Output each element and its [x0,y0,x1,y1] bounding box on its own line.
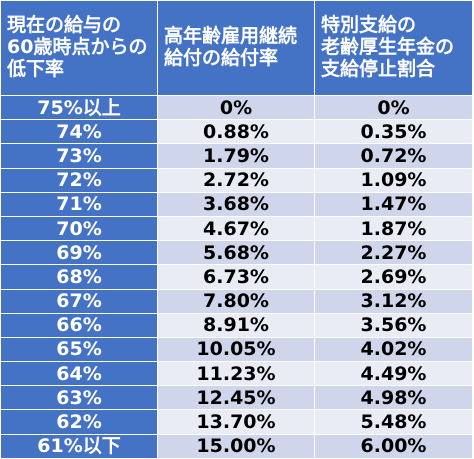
table-row: 67% 7.80% 3.12% [0,288,473,314]
header-line: 60歳時点からの [7,36,148,59]
header-line: 特別支給の [321,14,417,37]
cell-suspension-ratio: 0% [314,94,473,121]
cell-benefit-rate: 6.73% [157,264,315,290]
table-row: 75%以上 0% 0% [0,94,473,121]
cell-suspension-ratio: 6.00% [314,433,473,459]
cell-benefit-rate: 12.45% [157,385,315,411]
header-line: 老齢厚生年金の [321,36,455,59]
cell-suspension-ratio: 1.87% [314,215,473,242]
table-row: 66% 8.91% 3.56% [0,312,473,338]
header-pension-suspension-ratio: 特別支給の 老齢厚生年金の 支給停止割合 [314,0,473,96]
cell-suspension-ratio: 4.02% [314,336,473,363]
cell-benefit-rate: 1.79% [157,143,315,169]
cell-suspension-ratio: 2.69% [314,264,473,290]
header-line: 支給停止割合 [321,57,436,80]
cell-decline-rate: 70% [0,215,158,242]
header-salary-decline-rate: 現在の給与の 60歳時点からの 低下率 [0,0,158,96]
cell-decline-rate: 75%以上 [0,94,158,121]
cell-suspension-ratio: 2.27% [314,240,473,266]
cell-benefit-rate: 4.67% [157,215,315,242]
cell-suspension-ratio: 1.47% [314,191,473,217]
table-row: 69% 5.68% 2.27% [0,240,473,266]
table-body: 75%以上 0% 0% 74% 0.88% 0.35% 73% 1.79% 0.72% 72% 2.… [0,94,473,459]
cell-decline-rate: 67% [0,288,158,314]
cell-suspension-ratio: 1.09% [314,167,473,193]
cell-suspension-ratio: 0.72% [314,143,473,169]
header-line: 低下率 [7,57,65,80]
cell-benefit-rate: 7.80% [157,288,315,314]
cell-decline-rate: 71% [0,191,158,217]
cell-benefit-rate: 8.91% [157,312,315,338]
table-row: 65% 10.05% 4.02% [0,336,473,363]
cell-decline-rate: 61%以下 [0,433,158,459]
table-row: 61%以下 15.00% 6.00% [0,433,473,459]
cell-benefit-rate: 3.68% [157,191,315,217]
cell-benefit-rate: 5.68% [157,240,315,266]
table-row: 71% 3.68% 1.47% [0,191,473,217]
cell-decline-rate: 73% [0,143,158,169]
table-row: 72% 2.72% 1.09% [0,167,473,193]
header-line: 現在の給与の [7,14,122,37]
cell-suspension-ratio: 4.98% [314,385,473,411]
cell-benefit-rate: 10.05% [157,336,315,363]
cell-decline-rate: 74% [0,119,158,145]
table-row: 74% 0.88% 0.35% [0,119,473,145]
cell-decline-rate: 64% [0,361,158,387]
table-header: 現在の給与の 60歳時点からの 低下率 高年齢雇用継続 給付の給付率 特別支給の… [0,0,473,96]
cell-benefit-rate: 0% [157,94,315,121]
table-row: 63% 12.45% 4.98% [0,385,473,411]
cell-suspension-ratio: 3.56% [314,312,473,338]
cell-benefit-rate: 11.23% [157,361,315,387]
cell-decline-rate: 65% [0,336,158,363]
table-row: 62% 13.70% 5.48% [0,409,473,435]
table-row: 70% 4.67% 1.87% [0,215,473,242]
cell-decline-rate: 68% [0,264,158,290]
cell-suspension-ratio: 0.35% [314,119,473,145]
cell-decline-rate: 69% [0,240,158,266]
header-benefit-rate: 高年齢雇用継続 給付の給付率 [157,0,315,96]
header-line: 高年齢雇用継続 [164,25,298,48]
cell-suspension-ratio: 3.12% [314,288,473,314]
cell-decline-rate: 66% [0,312,158,338]
table-row: 68% 6.73% 2.69% [0,264,473,290]
cell-benefit-rate: 2.72% [157,167,315,193]
cell-benefit-rate: 0.88% [157,119,315,145]
table-row: 64% 11.23% 4.49% [0,361,473,387]
table-row: 73% 1.79% 0.72% [0,143,473,169]
header-line: 給付の給付率 [164,47,279,69]
cell-suspension-ratio: 4.49% [314,361,473,387]
cell-decline-rate: 72% [0,167,158,193]
cell-benefit-rate: 13.70% [157,409,315,435]
cell-decline-rate: 62% [0,409,158,435]
cell-benefit-rate: 15.00% [157,433,315,459]
cell-suspension-ratio: 5.48% [314,409,473,435]
header-row: 現在の給与の 60歳時点からの 低下率 高年齢雇用継続 給付の給付率 特別支給の… [0,0,473,96]
cell-decline-rate: 63% [0,385,158,411]
